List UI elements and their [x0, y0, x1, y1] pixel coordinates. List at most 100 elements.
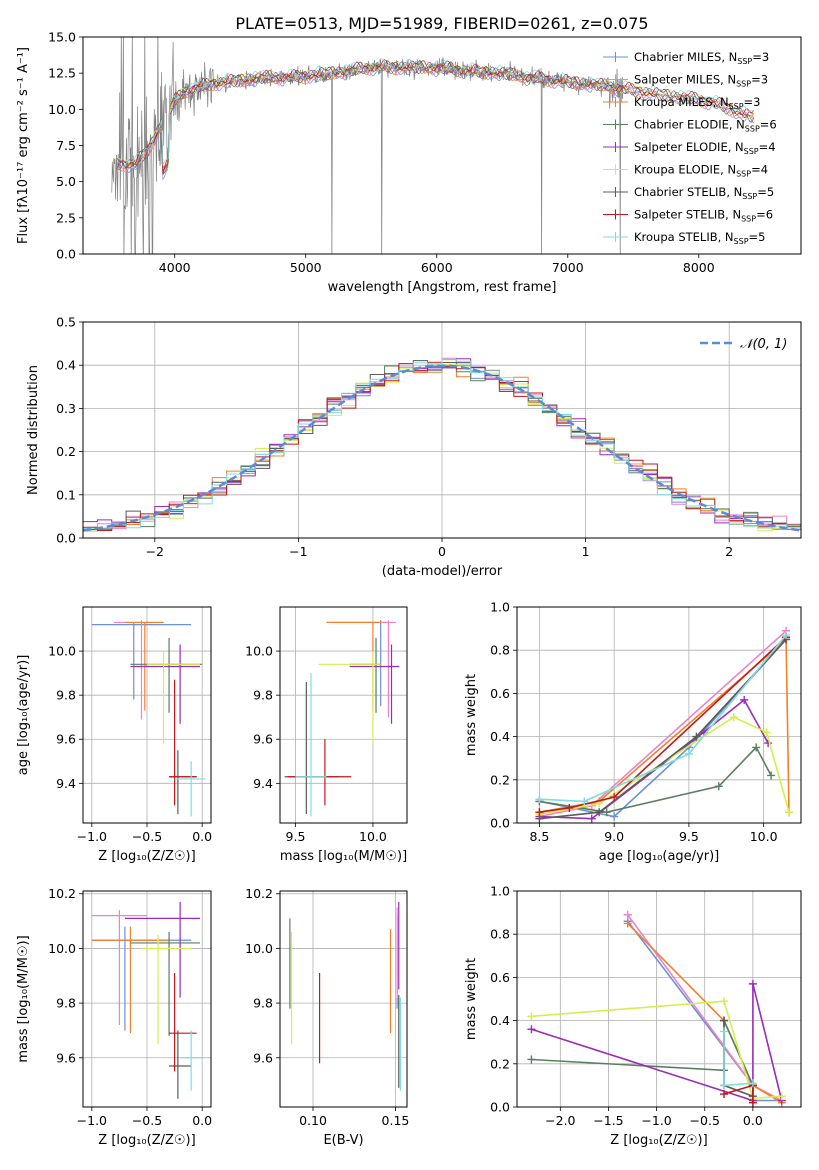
- y-tick-label: 0.6: [490, 970, 510, 985]
- spectrum-legend: Chabrier MILES, NSSP=3 Salpeter MILES, NS…: [603, 50, 777, 246]
- x-tick-label: 10.0: [359, 829, 387, 844]
- x-tick-label: 2: [725, 544, 733, 559]
- residuals-legend: 𝒩(0, 1): [700, 337, 787, 352]
- x-tick-label: 1: [582, 544, 590, 559]
- weight-point-marker: [565, 803, 574, 812]
- y-tick-label: 10.2: [245, 886, 273, 901]
- weight-series-line: [539, 634, 787, 803]
- y-tick-label: 9.8: [56, 688, 76, 703]
- weight-point-marker: [610, 812, 619, 821]
- y-axis-label: mass weight: [464, 674, 479, 756]
- weight-point-marker: [740, 695, 749, 704]
- x-tick-label: −1: [289, 544, 307, 559]
- weight-point-marker: [785, 808, 794, 817]
- plot-mass-vs-Z: [91, 901, 205, 1099]
- weight-point-marker: [762, 728, 771, 737]
- weight-point-marker: [767, 771, 776, 780]
- y-tick-label: 0.0: [490, 816, 510, 831]
- x-tick-label: −1.5: [593, 1113, 623, 1128]
- axes-frame: [82, 321, 802, 539]
- y-tick-label: 0.6: [490, 686, 510, 701]
- legend-entry: Salpeter MILES, NSSP=3: [634, 73, 768, 89]
- panel-mass-vs-ebv: 0.10 0.15 9.6 9.8 10.0 10.2 E(B-V): [245, 886, 409, 1148]
- legend-entry: Salpeter ELODIE, NSSP=4: [634, 140, 776, 156]
- model-spectrum-line: [116, 63, 755, 177]
- legend-entry: Salpeter STELIB, NSSP=6: [634, 208, 773, 224]
- y-tick-label: 0.2: [56, 444, 76, 459]
- legend-entry: Chabrier MILES, NSSP=3: [634, 50, 769, 66]
- y-tick-label: 10.0: [48, 102, 76, 117]
- weight-point-marker: [580, 797, 589, 806]
- y-tick-label: 7.5: [56, 138, 76, 153]
- y-tick-label: 0.4: [56, 358, 76, 373]
- y-tick-label: 1.0: [490, 600, 510, 615]
- x-tick-label: 7000: [552, 260, 584, 275]
- weight-point-marker: [748, 1098, 757, 1107]
- x-tick-label: −0.5: [132, 1113, 162, 1128]
- weight-point-marker: [729, 713, 738, 722]
- x-tick-label: 9.5: [286, 829, 306, 844]
- x-tick-label: 0: [438, 544, 446, 559]
- weight-point-marker: [719, 1090, 728, 1099]
- x-tick-label: −0.5: [132, 829, 162, 844]
- x-axis-label: mass [log₁₀(M/M☉)]: [280, 849, 407, 864]
- weight-point-marker: [535, 795, 544, 804]
- x-axis-label: (data-model)/error: [382, 564, 503, 579]
- spectrum-title: PLATE=0513, MJD=51989, FIBERID=0261, z=0…: [235, 14, 648, 33]
- y-tick-label: 9.8: [253, 996, 273, 1011]
- panel-age-vs-Z: −1.0 −0.5 0.0 9.4 9.6 9.8 10.0 Z [log₁₀(Z/Z☉)] a…: [16, 606, 212, 864]
- y-tick-label: 9.8: [253, 688, 273, 703]
- axes-frame: [82, 606, 212, 824]
- y-tick-label: 9.4: [56, 776, 76, 791]
- plot-weight-vs-Z: [527, 910, 786, 1107]
- x-tick-label: 0.0: [192, 829, 212, 844]
- y-tick-label: 5.0: [56, 174, 76, 189]
- axes-frame: [279, 890, 408, 1108]
- y-tick-label: 9.6: [56, 1050, 76, 1065]
- plot-area: 4000 5000 6000 7000 80000.02.55.07.510.012.5…: [16, 30, 802, 1148]
- x-tick-label: 9.5: [679, 829, 699, 844]
- weight-point-marker: [623, 919, 632, 928]
- plot-age-vs-Z: [91, 620, 206, 817]
- weight-point-marker: [719, 997, 728, 1006]
- legend-entry: 𝒩(0, 1): [740, 337, 787, 352]
- y-axis-label: Flux [fλ10⁻¹⁷ erg cm⁻² s⁻¹ A⁻¹]: [16, 47, 31, 244]
- x-tick-label: 9.0: [604, 829, 624, 844]
- x-tick-label: −1.0: [77, 1113, 107, 1128]
- y-tick-label: 10.2: [48, 886, 76, 901]
- y-tick-label: 0.4: [490, 729, 510, 744]
- x-tick-label: −1.0: [77, 829, 107, 844]
- panel-weight-vs-age: 8.5 9.0 9.5 10.0 0.0 0.2 0.4 0.6 0.8 1.0 age [log₁…: [464, 600, 802, 864]
- legend-entry: Kroupa ELODIE, NSSP=4: [634, 163, 768, 179]
- y-tick-label: 15.0: [48, 30, 76, 45]
- y-tick-label: 9.8: [56, 996, 76, 1011]
- y-tick-label: 0.8: [490, 643, 510, 658]
- weight-point-marker: [719, 1081, 728, 1090]
- weight-point-marker: [587, 814, 596, 823]
- normal-curve-line: [83, 364, 801, 532]
- model-spectrum-line: [116, 64, 754, 181]
- x-tick-label: −2.0: [545, 1113, 575, 1128]
- panel-mass-vs-Z: −1.0 −0.5 0.0 9.6 9.8 10.0 10.2 Z [log₁₀(Z/Z☉)]…: [16, 886, 212, 1148]
- y-tick-label: 0.5: [56, 315, 76, 330]
- y-tick-label: 0.0: [56, 247, 76, 262]
- y-tick-label: 10.0: [245, 941, 273, 956]
- y-tick-label: 9.6: [253, 732, 273, 747]
- y-axis-label: age [log₁₀(age/yr)]: [16, 655, 31, 776]
- legend-entry: Kroupa MILES, NSSP=3: [634, 95, 760, 111]
- y-tick-label: 2.5: [56, 210, 76, 225]
- plot-residuals: [83, 357, 801, 532]
- x-tick-label: 0.0: [743, 1113, 763, 1128]
- panel-residuals: −2 −1 0 1 2 0.0 0.1 0.2 0.3 0.4 0.5 (data-model)/er…: [26, 315, 802, 579]
- plot-age-vs-mass: [284, 620, 400, 817]
- weight-point-marker: [684, 749, 693, 758]
- y-tick-label: 10.0: [245, 644, 273, 659]
- y-tick-label: 0.0: [490, 1100, 510, 1115]
- x-tick-label: 6000: [421, 260, 453, 275]
- model-spectrum-line: [116, 60, 754, 175]
- x-tick-label: 4000: [159, 260, 191, 275]
- legend-entry: Kroupa STELIB, NSSP=5: [634, 230, 765, 246]
- weight-point-marker: [777, 1092, 786, 1101]
- model-spectrum-line: [116, 58, 755, 168]
- weight-point-marker: [782, 631, 791, 640]
